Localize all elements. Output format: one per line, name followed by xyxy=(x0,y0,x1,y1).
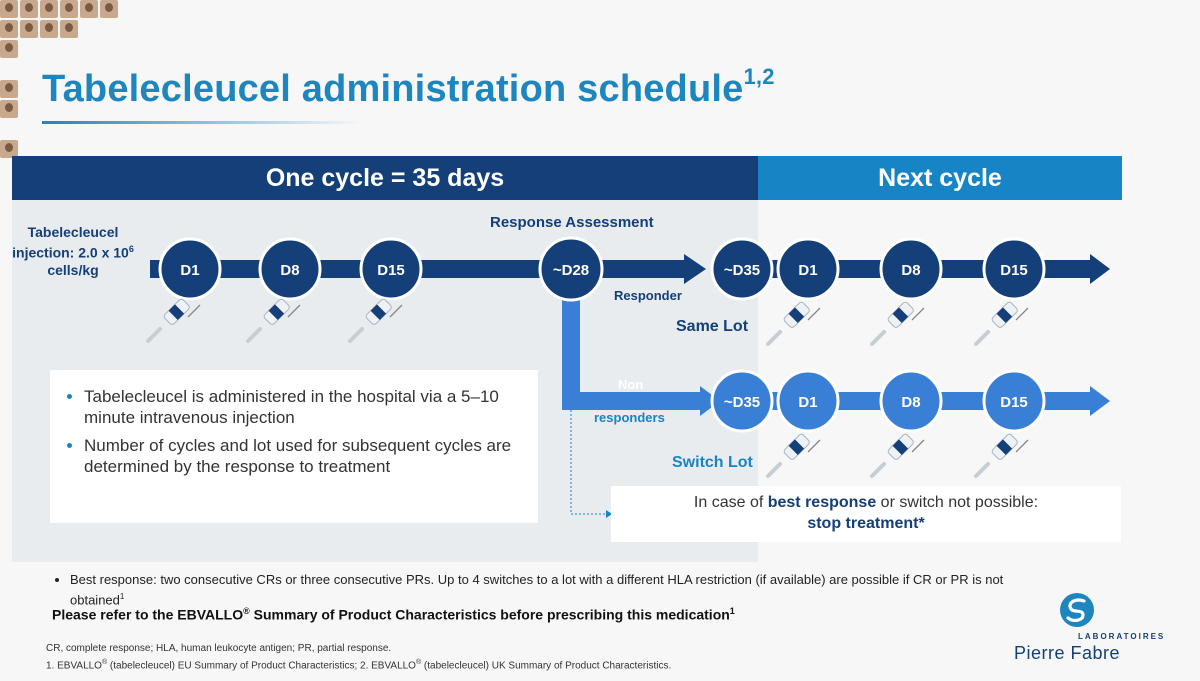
non-responder-node-d15: D15 xyxy=(982,369,1046,433)
stop-box-prefix: In case of xyxy=(693,494,768,511)
pierre-fabre-logo-icon xyxy=(1060,593,1094,627)
injection-label-line3: cells/kg xyxy=(47,261,99,278)
participant-thumbnail-icon[interactable] xyxy=(0,0,18,18)
participant-thumbnail-icon[interactable] xyxy=(0,40,18,58)
cycle-bar-label: One cycle = 35 days xyxy=(265,163,505,192)
injection-label-line1: Tabelecleucel xyxy=(27,224,119,240)
stop-treatment-box: In case of best response or switch not p… xyxy=(611,486,1121,542)
responder-node-d35: ~D35 xyxy=(710,237,774,301)
day-node-label: D1 xyxy=(180,262,199,279)
reference-reg: ® xyxy=(415,659,422,666)
responder-label: Responder xyxy=(614,288,682,303)
slide-title: Tabelecleucel administration schedule1,2 xyxy=(42,64,775,111)
switch-lot-label: Switch Lot xyxy=(672,454,753,471)
participant-thumbnail-icon[interactable] xyxy=(60,20,78,38)
day-node-label: D15 xyxy=(1000,262,1028,279)
participant-thumbnail-icon[interactable] xyxy=(60,0,78,18)
responder-node-d15: D15 xyxy=(982,237,1046,301)
participant-thumbnail-icon[interactable] xyxy=(100,0,118,18)
syringe-icon xyxy=(766,299,822,346)
refer-sup: 1 xyxy=(729,606,735,616)
participant-thumbnail-icon[interactable] xyxy=(0,100,18,118)
day-node-label: ~D35 xyxy=(724,262,760,279)
footnote-text: Best response: two consecutive CRs or th… xyxy=(70,572,1004,608)
responder-node-d8: D8 xyxy=(879,237,943,301)
day-node-label: D15 xyxy=(1000,394,1028,411)
participant-thumbnail-icon[interactable] xyxy=(80,0,98,18)
logo-laboratoires: LABORATOIRES xyxy=(1078,632,1166,641)
next-cycle-bar: Next cycle xyxy=(758,156,1122,200)
responder-node-d1: D1 xyxy=(776,237,840,301)
stop-box-best-response: best response xyxy=(767,494,877,511)
syringe-icon xyxy=(870,299,926,346)
syringe-icon xyxy=(766,431,822,478)
abbreviations-text: CR, complete response; HLA, human leukoc… xyxy=(46,643,392,654)
bullet-item: Tabelecleucel is administered in the hos… xyxy=(84,386,522,428)
info-bullets-box: Tabelecleucel is administered in the hos… xyxy=(50,370,538,523)
bullet-item: Number of cycles and lot used for subseq… xyxy=(84,435,522,477)
title-underline xyxy=(42,121,362,124)
refer-statement: Please refer to the EBVALLO® Summary of … xyxy=(52,606,735,623)
day-node-d8: D8 xyxy=(258,237,322,301)
logo-pierre-fabre: Pierre Fabre xyxy=(1014,643,1121,663)
day-node-d1: D1 xyxy=(158,237,222,301)
non-responder-node-d35: ~D35 xyxy=(710,369,774,433)
syringe-icon xyxy=(348,296,404,343)
non-responder-label-line1: Non xyxy=(618,377,644,392)
syringe-icon xyxy=(870,431,926,478)
main-timeline-arrow xyxy=(150,254,706,284)
participant-thumbnail-icon[interactable] xyxy=(0,20,18,38)
syringe-icon xyxy=(974,299,1030,346)
syringe-icon xyxy=(974,431,1030,478)
participant-thumbnail-icon[interactable] xyxy=(0,140,18,158)
refer-text: Please refer to the EBVALLO xyxy=(52,606,244,623)
day-node-label: D8 xyxy=(901,262,920,279)
reference-number: 1. xyxy=(46,660,58,672)
footnote: Best response: two consecutive CRs or th… xyxy=(52,571,1032,608)
participant-thumbnail-icon[interactable] xyxy=(40,20,58,38)
reference-text-1: (tabelecleucel) EU Summary of Product Ch… xyxy=(107,660,416,672)
day-node-label: D8 xyxy=(280,262,299,279)
non-responder-node-d1: D1 xyxy=(776,369,840,433)
stop-treatment-dotted-line xyxy=(570,410,608,515)
participant-thumbnail-icon[interactable] xyxy=(20,20,38,38)
non-responder-node-d8: D8 xyxy=(879,369,943,433)
day-node-label: D15 xyxy=(377,262,405,279)
reference-product-name: EBVALLO xyxy=(57,660,102,672)
syringe-icon xyxy=(146,296,202,343)
reference-text-2: (tabelecleucel) UK Summary of Product Ch… xyxy=(421,660,672,672)
participant-thumbnail-icon[interactable] xyxy=(20,0,38,18)
day-node-d28: ~D28 xyxy=(538,236,604,302)
refer-reg: ® xyxy=(243,606,250,616)
day-node-label: ~D35 xyxy=(724,394,760,411)
reference-reg: ® xyxy=(101,659,108,666)
response-assessment-label: Response Assessment xyxy=(490,214,654,231)
injection-label-line2: injection: 2.0 x 10 xyxy=(12,244,129,261)
participant-thumbnail-icon[interactable] xyxy=(0,80,18,98)
participant-thumbnail-icon[interactable] xyxy=(40,0,58,18)
next-cycle-bar-label: Next cycle xyxy=(878,163,1002,192)
abbreviations-and-references: CR, complete response; HLA, human leukoc… xyxy=(46,642,671,673)
refer-rest: Summary of Product Characteristics befor… xyxy=(249,606,730,623)
non-responder-label-line2: responders xyxy=(594,410,665,425)
day-node-label: ~D28 xyxy=(553,262,589,279)
day-node-label: D8 xyxy=(901,394,920,411)
footnote-sup: 1 xyxy=(119,592,125,601)
cycle-bar: One cycle = 35 days xyxy=(12,156,758,200)
slide-title-sup: 1,2 xyxy=(743,64,775,89)
day-node-label: D1 xyxy=(798,394,817,411)
stop-box-middle: or switch not possible: xyxy=(876,494,1039,511)
injection-label: Tabelecleucel injection: 2.0 x 106 cells… xyxy=(8,224,138,279)
day-node-d15: D15 xyxy=(359,237,423,301)
syringe-icon xyxy=(246,296,302,343)
injection-label-sup: 6 xyxy=(128,244,134,254)
slide-title-text: Tabelecleucel administration schedule xyxy=(42,68,744,110)
day-node-label: D1 xyxy=(798,262,817,279)
stop-box-stop-treatment: stop treatment* xyxy=(807,515,925,532)
same-lot-label: Same Lot xyxy=(676,318,749,335)
